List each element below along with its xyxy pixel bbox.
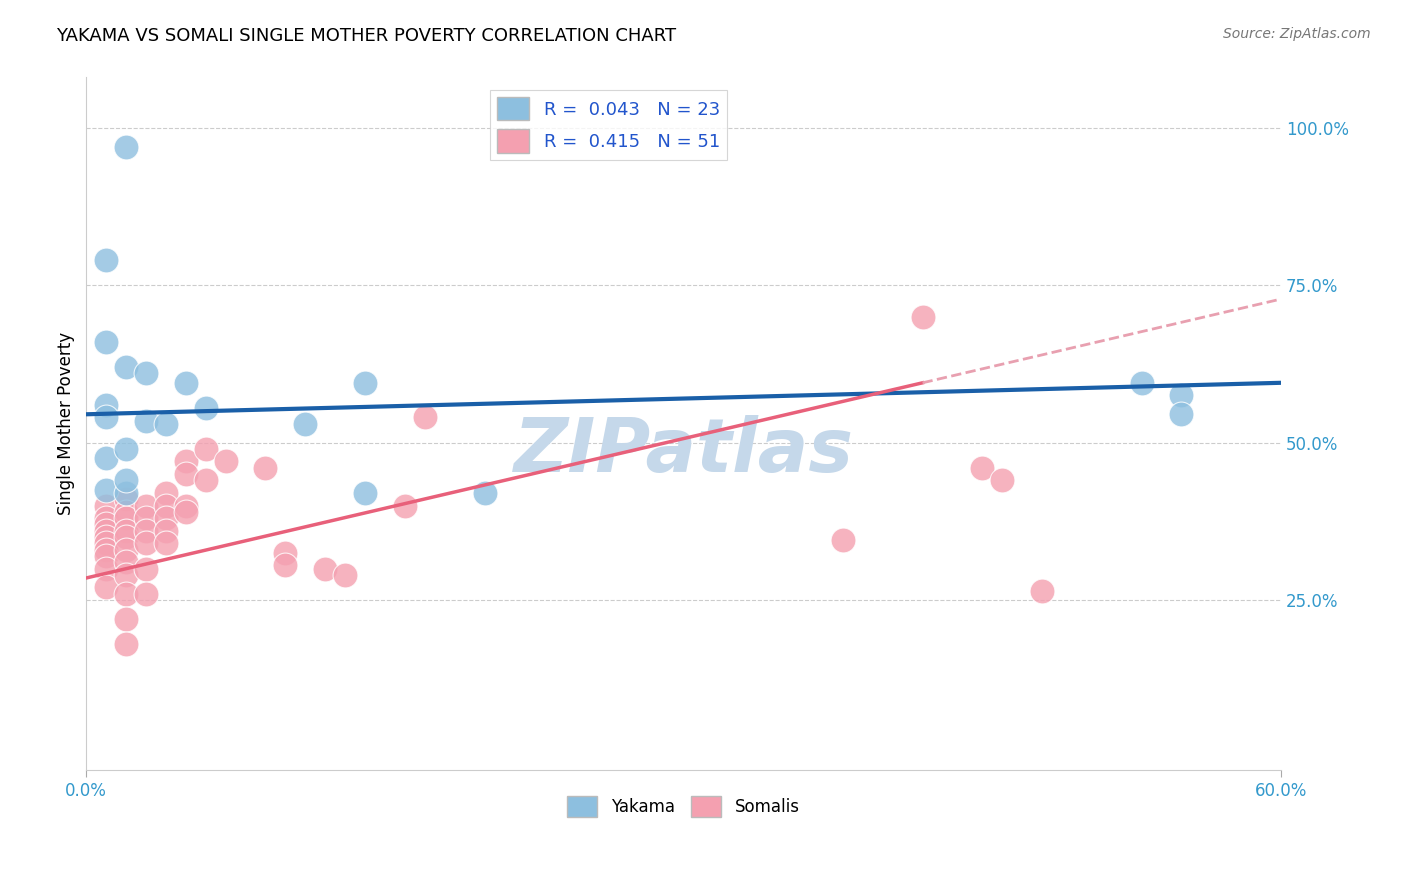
Point	[115, 486, 138, 500]
Point	[96, 253, 118, 268]
Point	[155, 486, 177, 500]
Point	[354, 376, 377, 390]
Text: YAKAMA VS SOMALI SINGLE MOTHER POVERTY CORRELATION CHART: YAKAMA VS SOMALI SINGLE MOTHER POVERTY C…	[56, 27, 676, 45]
Point	[96, 499, 118, 513]
Point	[911, 310, 934, 324]
Text: Source: ZipAtlas.com: Source: ZipAtlas.com	[1223, 27, 1371, 41]
Point	[832, 533, 855, 548]
Point	[1031, 583, 1053, 598]
Point	[96, 334, 118, 349]
Point	[115, 474, 138, 488]
Point	[115, 511, 138, 525]
Point	[474, 486, 496, 500]
Point	[1130, 376, 1153, 390]
Point	[991, 474, 1014, 488]
Point	[274, 546, 297, 560]
Point	[115, 524, 138, 538]
Point	[96, 410, 118, 425]
Point	[155, 417, 177, 431]
Legend: Yakama, Somalis: Yakama, Somalis	[561, 789, 807, 824]
Point	[174, 376, 197, 390]
Point	[194, 442, 217, 456]
Point	[115, 612, 138, 626]
Point	[115, 530, 138, 544]
Point	[115, 555, 138, 569]
Point	[314, 561, 336, 575]
Point	[115, 359, 138, 374]
Point	[972, 460, 994, 475]
Point	[96, 581, 118, 595]
Point	[155, 511, 177, 525]
Point	[135, 367, 157, 381]
Point	[96, 549, 118, 563]
Point	[1170, 407, 1192, 421]
Point	[135, 413, 157, 427]
Point	[155, 536, 177, 550]
Point	[115, 542, 138, 557]
Point	[274, 558, 297, 573]
Y-axis label: Single Mother Poverty: Single Mother Poverty	[58, 332, 75, 516]
Point	[115, 442, 138, 456]
Point	[115, 492, 138, 507]
Point	[1170, 388, 1192, 402]
Point	[333, 567, 356, 582]
Point	[96, 398, 118, 412]
Point	[96, 451, 118, 466]
Point	[115, 505, 138, 519]
Point	[394, 499, 416, 513]
Point	[135, 499, 157, 513]
Point	[96, 561, 118, 575]
Point	[96, 517, 118, 532]
Point	[96, 542, 118, 557]
Point	[115, 567, 138, 582]
Point	[294, 417, 316, 431]
Point	[96, 511, 118, 525]
Point	[135, 561, 157, 575]
Point	[174, 505, 197, 519]
Point	[413, 410, 436, 425]
Point	[174, 467, 197, 481]
Point	[96, 530, 118, 544]
Point	[135, 587, 157, 601]
Point	[354, 486, 377, 500]
Point	[174, 454, 197, 468]
Point	[115, 587, 138, 601]
Point	[115, 139, 138, 153]
Point	[254, 460, 277, 475]
Point	[115, 637, 138, 651]
Point	[155, 499, 177, 513]
Point	[155, 524, 177, 538]
Point	[135, 536, 157, 550]
Point	[194, 474, 217, 488]
Point	[96, 536, 118, 550]
Point	[96, 524, 118, 538]
Point	[135, 524, 157, 538]
Point	[174, 499, 197, 513]
Point	[194, 401, 217, 415]
Point	[96, 483, 118, 497]
Text: ZIPatlas: ZIPatlas	[513, 415, 853, 488]
Point	[135, 511, 157, 525]
Point	[215, 454, 238, 468]
